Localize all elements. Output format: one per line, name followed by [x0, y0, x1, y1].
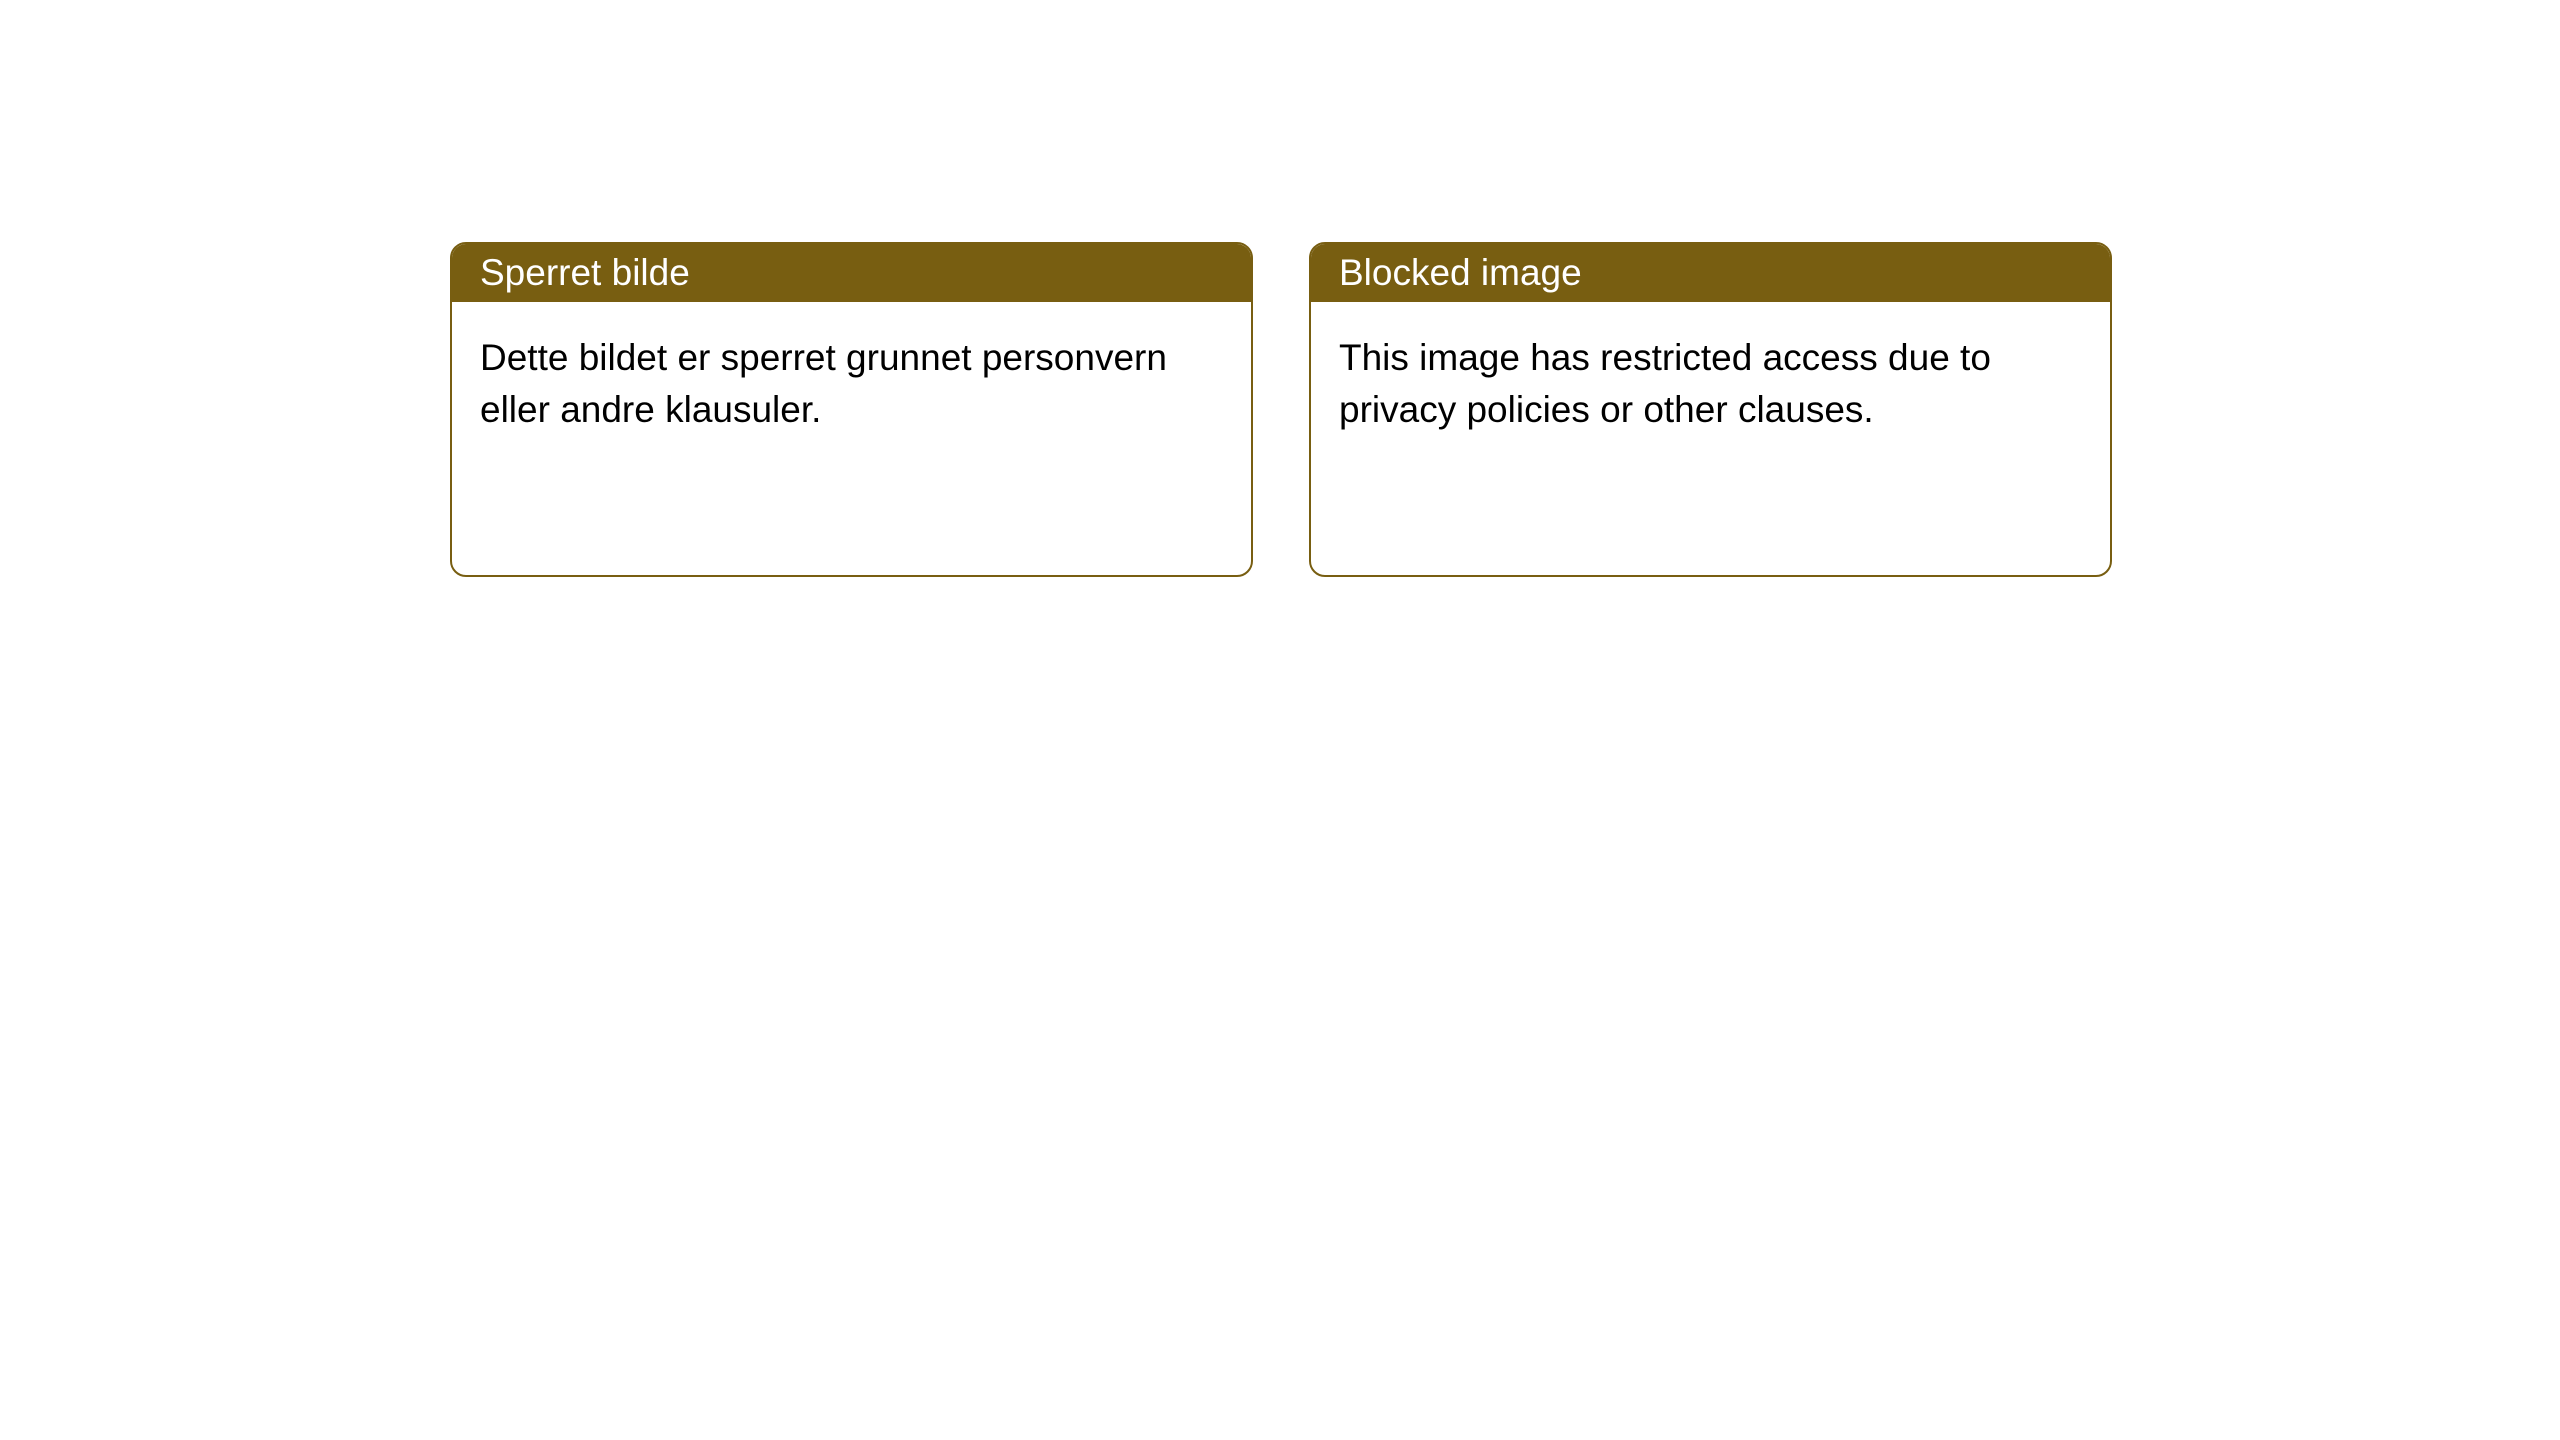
notice-body: This image has restricted access due to …: [1311, 302, 2110, 575]
notices-container: Sperret bilde Dette bildet er sperret gr…: [450, 242, 2112, 577]
notice-box-english: Blocked image This image has restricted …: [1309, 242, 2112, 577]
notice-header: Blocked image: [1311, 244, 2110, 302]
notice-box-norwegian: Sperret bilde Dette bildet er sperret gr…: [450, 242, 1253, 577]
notice-body: Dette bildet er sperret grunnet personve…: [452, 302, 1251, 575]
notice-header: Sperret bilde: [452, 244, 1251, 302]
